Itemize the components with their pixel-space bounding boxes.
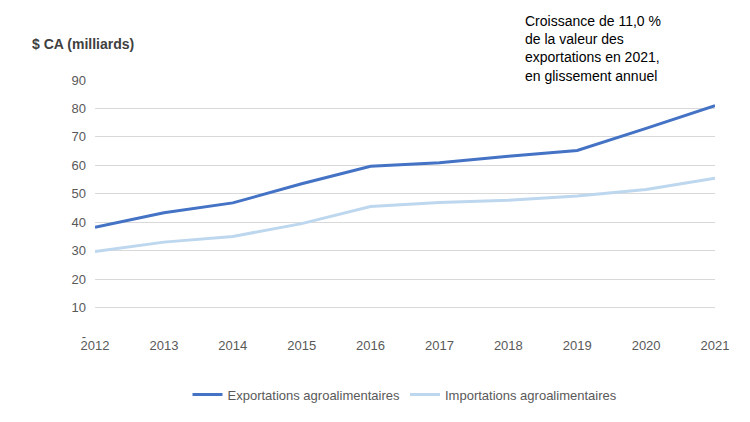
svg-text:20: 20 [72,272,86,287]
svg-text:40: 40 [72,215,86,230]
svg-text:2013: 2013 [149,338,178,353]
svg-text:10: 10 [72,300,86,315]
svg-text:2020: 2020 [632,338,661,353]
svg-text:-: - [82,329,86,344]
svg-text:2021: 2021 [701,338,730,353]
svg-text:90: 90 [72,73,86,88]
svg-text:60: 60 [72,158,86,173]
svg-text:Importations agroalimentaires: Importations agroalimentaires [445,388,617,403]
svg-text:$ CA (milliards): $ CA (milliards) [32,36,134,52]
svg-text:2015: 2015 [287,338,316,353]
svg-text:30: 30 [72,243,86,258]
svg-text:80: 80 [72,101,86,116]
svg-text:2014: 2014 [218,338,247,353]
svg-text:50: 50 [72,186,86,201]
svg-text:70: 70 [72,129,86,144]
svg-text:2019: 2019 [563,338,592,353]
svg-text:Croissance de 11,0 %de la vale: Croissance de 11,0 %de la valeur desexpo… [525,13,661,84]
svg-text:2018: 2018 [494,338,523,353]
svg-text:2012: 2012 [81,338,110,353]
svg-text:2017: 2017 [425,338,454,353]
svg-text:2016: 2016 [356,338,385,353]
svg-text:Exportations agroalimentaires: Exportations agroalimentaires [228,388,400,403]
